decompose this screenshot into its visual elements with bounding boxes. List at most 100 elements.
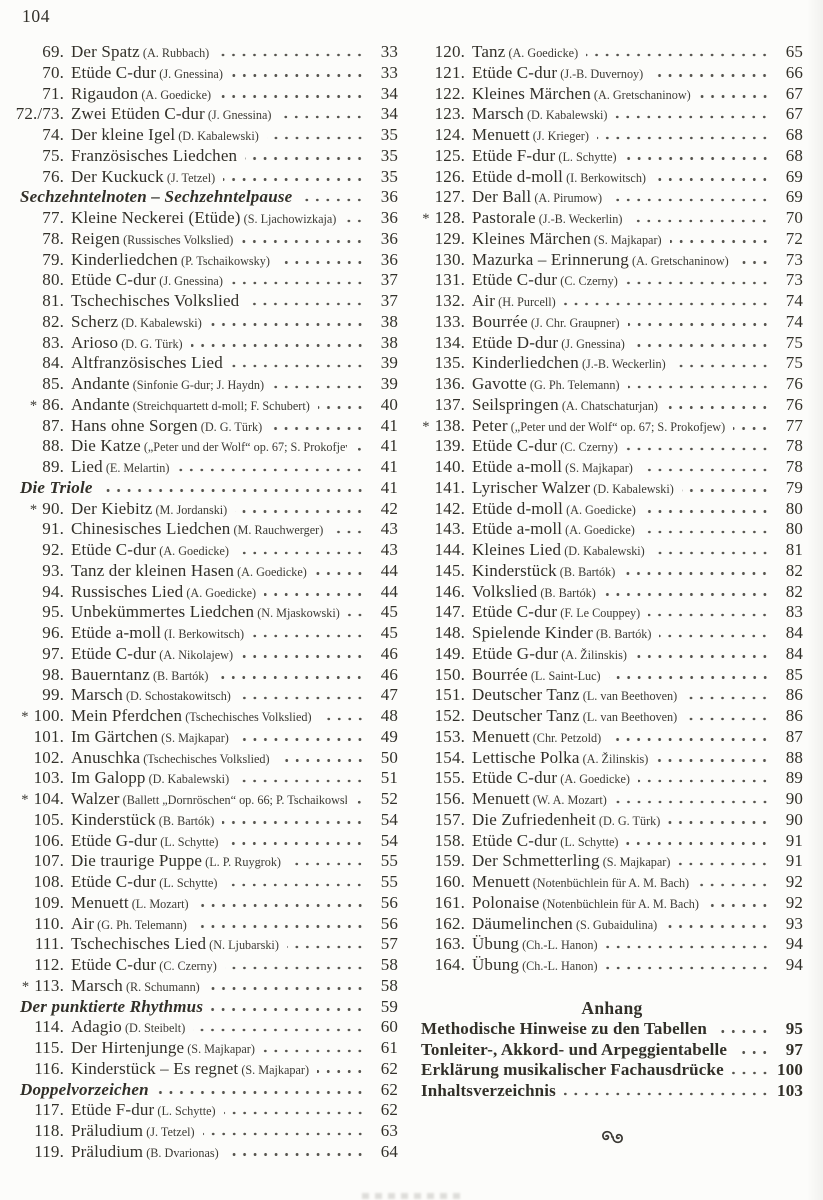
dot-leader-icon	[608, 675, 770, 680]
entry-number-text: 160.	[434, 872, 465, 891]
entry-number-text: 81.	[42, 291, 64, 310]
entry-number: 81.	[20, 291, 64, 312]
entry-page-number: 64	[380, 1141, 398, 1161]
toc-entry-row: 107. Die traurige Puppe (L. P. Ruygrok) 55	[20, 851, 398, 872]
entry-composer: (I. Berkowitsch)	[161, 627, 245, 641]
entry-number: 88.	[20, 436, 64, 457]
entry-page-number: 43	[380, 540, 398, 559]
toc-entry-row: 89. Lied (E. Melartin) 41	[20, 457, 398, 478]
entry-composer: (S. Majkapar)	[184, 1042, 255, 1056]
toc-entry-row: 119. Präludium (B. Dvarionas) 64	[20, 1142, 398, 1163]
toc-entry-row: 120. Tanz (A. Goedicke) 65	[421, 42, 803, 63]
entry-page-number: 36	[380, 249, 398, 269]
entry-composer: (R. Schumann)	[122, 979, 200, 994]
dot-leader-icon	[266, 135, 365, 140]
dot-leader-icon	[669, 239, 770, 244]
entry-number: 85.	[20, 374, 64, 395]
toc-entry-row: 148. Spielende Kinder (B. Bartók) 84	[421, 623, 803, 644]
entry-number: 154.	[421, 748, 465, 769]
entry-title: Rigaudon (A. Goedicke)	[71, 83, 212, 103]
dot-leader-icon	[627, 322, 770, 327]
entry-number-text: 77.	[42, 208, 64, 227]
entry-number: 127.	[421, 187, 465, 208]
toc-entry-row: 87. Hans ohne Sorgen (D. G. Türk) 41	[20, 416, 398, 437]
entry-page-number: 57	[380, 934, 398, 954]
entry-title: Der Spatz (A. Rubbach)	[71, 42, 210, 61]
dot-leader-icon	[209, 322, 365, 327]
entry-number: 76.	[20, 167, 64, 188]
entry-composer: (D. Kabalewski)	[175, 129, 259, 143]
entry-number-text: 145.	[434, 560, 465, 580]
entry-composer: (D. Kabalewski)	[523, 108, 608, 123]
dot-leader-icon	[605, 944, 770, 950]
entry-page-number: 66	[785, 62, 803, 82]
anhang-entry-title: Methodische Hinweise zu den Tabellen	[421, 1018, 707, 1038]
entry-page-number: 86	[785, 706, 803, 725]
entry-number: 122.	[421, 84, 465, 105]
entry-number-text: 148.	[434, 623, 465, 642]
toc-entry-row: * 104. Walzer (Ballett „Dornröschen“ op. 6…	[20, 789, 398, 810]
entry-number: 152.	[421, 706, 465, 727]
dot-leader-icon	[625, 280, 770, 286]
dot-leader-icon	[642, 529, 770, 535]
entry-number: 98.	[20, 665, 64, 686]
dot-leader-icon	[355, 446, 365, 452]
toc-entry-row: 109. Menuett (L. Mozart) 56	[20, 893, 398, 914]
toc-entry-row: 164. Übung (Ch.-L. Hanon) 94	[421, 955, 803, 976]
entry-page-number: 37	[380, 291, 398, 310]
dot-leader-icon	[224, 965, 365, 970]
dot-leader-icon	[673, 363, 770, 369]
dot-leader-icon	[219, 94, 365, 99]
entry-number-text: 114.	[34, 1017, 64, 1037]
entry-number-text: 147.	[434, 602, 465, 622]
entry-page-number: 91	[785, 830, 803, 850]
entry-page-number: 39	[380, 353, 398, 373]
entry-number-text: 136.	[434, 374, 465, 393]
entry-composer: (D. G. Türk)	[118, 336, 183, 351]
dot-leader-icon	[317, 1069, 365, 1074]
entry-number-text: 115.	[34, 1038, 64, 1057]
dot-leader-icon	[668, 820, 770, 825]
entry-number: 115.	[20, 1038, 64, 1059]
dot-leader-icon	[627, 384, 770, 389]
entry-composer: (S. Ljachowizkaja)	[240, 212, 337, 226]
entry-page-number: 75	[785, 332, 803, 352]
entry-number-text: 106.	[33, 830, 64, 850]
entry-number-text: 108.	[33, 872, 64, 891]
toc-entry-row: 115. Der Hirtenjunge (S. Majkapar) 61	[20, 1038, 398, 1059]
entry-title: Kleine Neckerei (Etüde) (S. Ljachowizkaj…	[71, 208, 337, 227]
entry-number-text: 151.	[434, 685, 465, 705]
entry-composer: (L. Schytte)	[555, 149, 617, 164]
entry-title: Menuett (J. Krieger)	[472, 125, 589, 144]
entry-composer: (L. Schytte)	[557, 834, 619, 849]
entry-number-text: 123.	[434, 104, 465, 124]
star-marker: *	[29, 501, 38, 518]
dot-leader-icon	[230, 73, 365, 78]
entry-title: Etüde C-dur (J.-B. Duvernoy)	[472, 62, 644, 82]
entry-page-number: 51	[380, 768, 398, 788]
toc-entry-row: 151. Deutscher Tanz (L. van Beethoven) 86	[421, 685, 803, 706]
toc-entry-row: 70. Etüde C-dur (J. Gnessina) 33	[20, 63, 398, 84]
entry-composer: (Tschechisches Volkslied)	[182, 710, 312, 724]
entry-title: Mein Pferdchen (Tschechisches Volkslied)	[71, 706, 312, 725]
entry-title: Spielende Kinder (B. Bartók)	[472, 623, 652, 642]
toc-entry-row: 132. Air (H. Purcell) 74	[421, 291, 803, 312]
entry-number-text: 124.	[434, 125, 465, 144]
scan-bottom-artifact	[362, 1193, 462, 1199]
entry-page-number: 85	[785, 664, 803, 684]
entry-number: 137.	[421, 395, 465, 416]
entry-title: Übung (Ch.-L. Hanon)	[472, 955, 598, 974]
entry-title: Andante (Sinfonie G-dur; J. Haydn)	[71, 374, 265, 393]
entry-page-number: 42	[380, 498, 398, 518]
entry-page-number: 70	[785, 208, 803, 227]
entry-title: Präludium (J. Tetzel)	[71, 1121, 195, 1140]
dot-leader-icon	[225, 882, 365, 887]
dot-leader-icon	[685, 695, 770, 701]
toc-entry-row: 116. Kinderstück – Es regnet (S. Majkapar…	[20, 1059, 398, 1080]
entry-composer: (D. Kabalewski)	[590, 481, 674, 496]
entry-number: * 86.	[20, 395, 64, 417]
dot-leader-icon	[733, 426, 770, 431]
toc-entry-row: 96. Etüde a-moll (I. Berkowitsch) 45	[20, 623, 398, 644]
anhang-entry-title: Erklärung musikalischer Fachausdrücke	[421, 1060, 724, 1080]
dot-leader-icon	[230, 280, 365, 286]
